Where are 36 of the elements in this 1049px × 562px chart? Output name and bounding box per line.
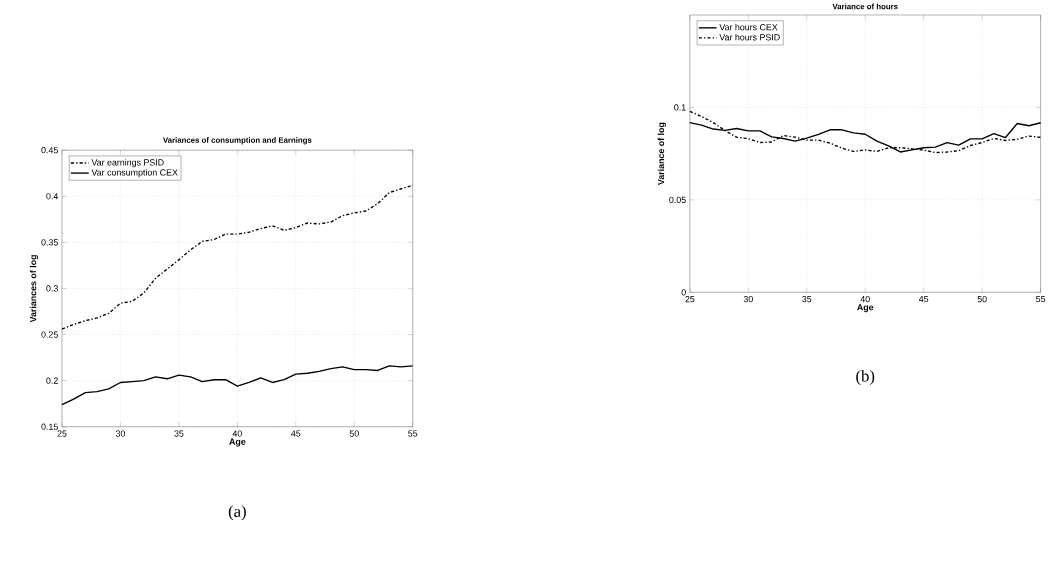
legend-label: Var consumption CEX <box>91 168 178 178</box>
text: (b) <box>856 369 875 385</box>
y-tick-label: 0.15 <box>41 423 58 430</box>
legend-label: Var hours CEX <box>719 23 778 31</box>
y-tick-label: 0.05 <box>669 196 686 203</box>
x-tick-label: 55 <box>408 430 418 437</box>
legend-label: Var hours PSID <box>719 33 780 41</box>
y-tick-label: 0.2 <box>46 377 58 384</box>
x-tick-label: 30 <box>743 295 753 303</box>
x-axis-title: Age <box>857 304 874 313</box>
x-tick-label: 45 <box>291 430 301 437</box>
x-tick-label: 45 <box>918 295 929 303</box>
x-tick-label: 55 <box>1036 295 1046 303</box>
y-tick-label: 0.1 <box>674 104 686 111</box>
x-tick-label: 25 <box>57 430 67 437</box>
y-tick-label: 0.45 <box>41 146 58 154</box>
x-tick-label: 40 <box>232 430 242 437</box>
x-tick-label: 50 <box>977 295 987 303</box>
legend-label: Var earnings PSID <box>91 158 164 168</box>
y-tick-label: 0.35 <box>41 239 58 246</box>
x-axis-title: Age <box>229 438 246 447</box>
y-tick-label: 0.25 <box>41 331 58 338</box>
x-tick-label: 30 <box>115 430 126 437</box>
line-series <box>689 110 1042 154</box>
line-series <box>61 365 414 406</box>
x-tick-label: 25 <box>685 295 695 303</box>
x-tick-label: 40 <box>860 295 870 303</box>
y-tick-label: 0.4 <box>46 193 59 200</box>
y-axis-title: Variance of log <box>657 122 666 185</box>
x-tick-label: 35 <box>174 430 184 437</box>
y-axis-title: Variances of log <box>29 254 39 323</box>
x-tick-label: 35 <box>802 295 812 303</box>
y-tick-label: 0.3 <box>46 285 58 292</box>
x-tick-label: 50 <box>349 430 359 437</box>
y-tick-label: 0 <box>681 289 686 296</box>
text: (a) <box>228 505 246 521</box>
